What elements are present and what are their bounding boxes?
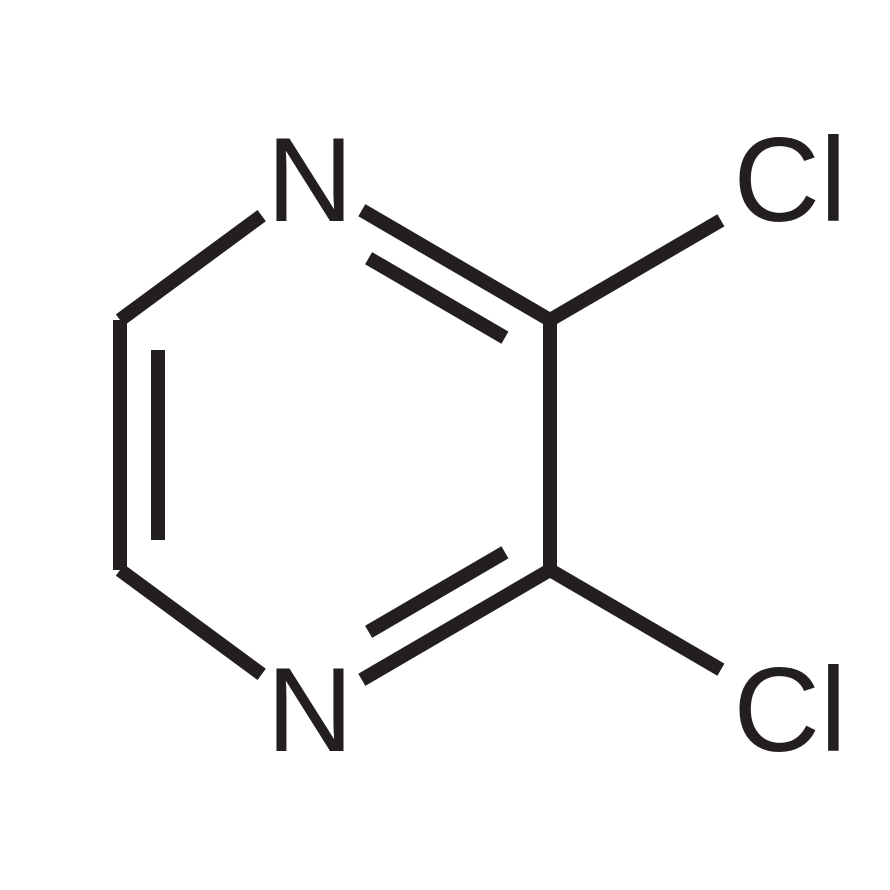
molecule-canvas: N N Cl Cl xyxy=(0,0,890,890)
atom-label-N4: N xyxy=(267,643,354,777)
bond-C2-Cl1 xyxy=(550,220,721,320)
bond-C6-N1 xyxy=(120,216,262,320)
atom-label-Cl1: Cl xyxy=(733,113,846,247)
bond-C3-Cl2 xyxy=(550,570,721,670)
bond-N4-C5 xyxy=(120,570,262,674)
bond-C3-N4-inner xyxy=(369,552,505,632)
atom-label-Cl2: Cl xyxy=(733,643,846,777)
atom-label-N1: N xyxy=(267,113,354,247)
bond-N1-C2-inner xyxy=(369,258,505,338)
